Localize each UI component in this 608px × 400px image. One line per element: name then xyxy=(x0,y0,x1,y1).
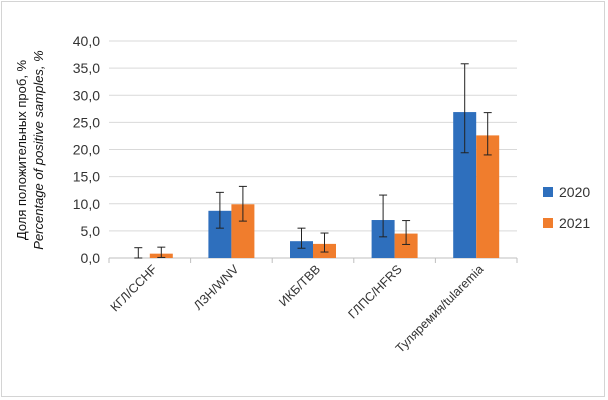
legend: 2020 2021 xyxy=(543,184,590,231)
legend-label-2021: 2021 xyxy=(559,215,590,231)
y-tick-label: 10,0 xyxy=(73,196,100,212)
y-axis-label-ru: Доля положительных проб, % xyxy=(14,59,29,240)
legend-swatch-2020 xyxy=(543,187,553,197)
legend-label-2020: 2020 xyxy=(559,184,590,200)
y-tick-label: 25,0 xyxy=(73,114,100,130)
y-tick-label: 20,0 xyxy=(73,142,100,158)
legend-swatch-2021 xyxy=(543,218,553,228)
x-category-label: ГЛПС/HFRS xyxy=(345,262,404,321)
y-axis-label-en: Percentage of positive samples, % xyxy=(31,50,46,249)
error-bars xyxy=(134,63,492,259)
x-category-label: Туляремия/tularemia xyxy=(393,262,486,355)
bar-2021 xyxy=(394,233,418,258)
y-tick-label: 15,0 xyxy=(73,169,100,185)
bar-2020 xyxy=(453,112,477,258)
y-tick-labels: 0,0 5,0 10,0 15,0 20,0 25,0 30,0 35,0 40,0 xyxy=(73,33,100,266)
y-tick-label: 40,0 xyxy=(73,33,100,49)
y-axis-title: Доля положительных проб, % Percentage of… xyxy=(14,50,46,249)
bar-2021 xyxy=(476,135,500,258)
y-tick-label: 30,0 xyxy=(73,87,100,103)
bar-2021 xyxy=(231,204,255,258)
x-category-label: ЛЗН/WNV xyxy=(191,262,242,313)
bar-2020 xyxy=(208,210,232,258)
x-category-label: ИКБ/TBB xyxy=(276,262,323,309)
y-tick-label: 0,0 xyxy=(81,250,101,266)
bar-2020 xyxy=(371,220,395,258)
x-category-labels: КГЛ/CCHF ЛЗН/WNV ИКБ/TBB ГЛПС/HFRSТуляремия… xyxy=(108,262,487,356)
bars xyxy=(149,112,500,258)
x-category-label: КГЛ/CCHF xyxy=(108,262,160,314)
bar-2020 xyxy=(290,241,313,258)
y-tick-label: 35,0 xyxy=(73,60,100,76)
y-tick-label: 5,0 xyxy=(81,223,101,239)
